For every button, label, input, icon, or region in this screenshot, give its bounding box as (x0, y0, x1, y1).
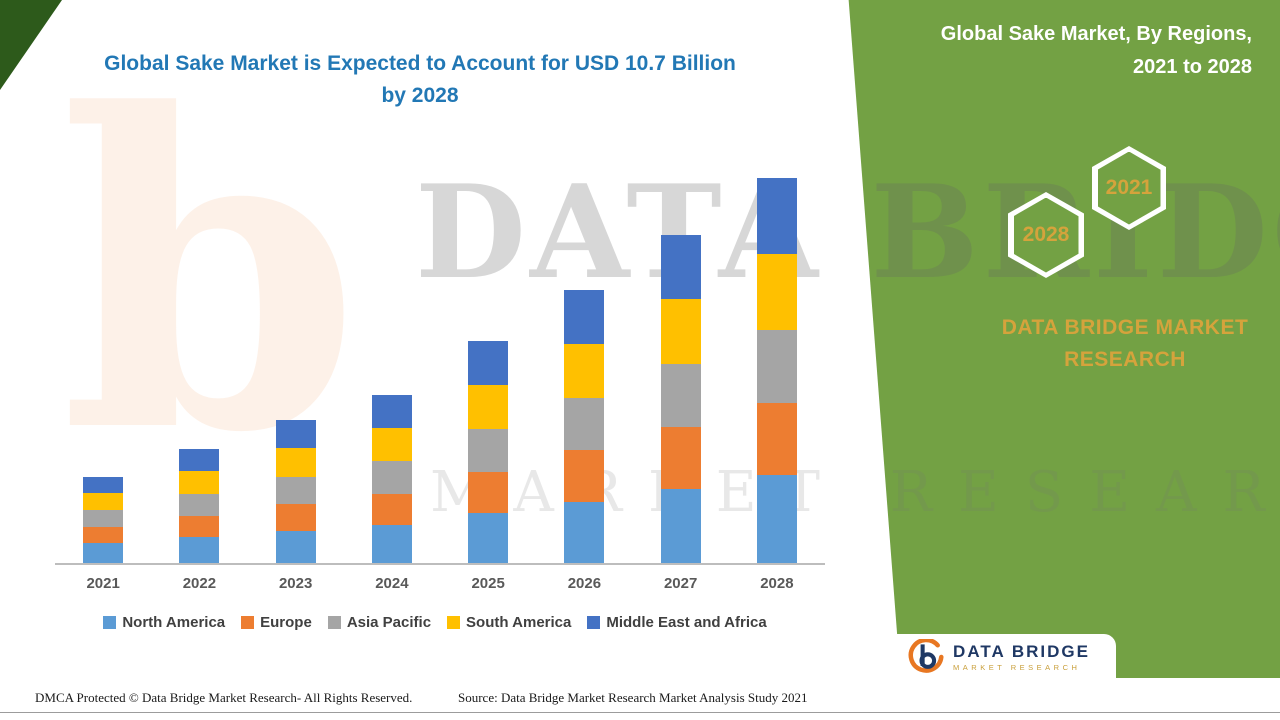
bar-2026 (564, 290, 605, 563)
segment-north-america-2021 (83, 543, 124, 563)
segment-middle-east-and-africa-2025 (468, 341, 509, 385)
legend-label-asia-pacific: Asia Pacific (346, 614, 432, 631)
segment-south-america-2027 (660, 299, 701, 365)
side-panel-heading: Global Sake Market, By Regions, 2021 to … (872, 18, 1252, 84)
stacked-bar-chart: 2021 2022 2023 2024 2025 2026 2027 2028 (55, 158, 825, 592)
segment-europe-2027 (660, 427, 701, 490)
bar-2023 (275, 420, 316, 563)
segment-europe-2026 (564, 450, 605, 502)
segment-asia-pacific-2023 (275, 476, 316, 505)
hexagon-2028-label: 2028 (1022, 223, 1070, 246)
segment-south-america-2026 (564, 344, 605, 399)
logo-subtext: MARKET RESEARCH (953, 663, 1081, 672)
segment-north-america-2023 (275, 531, 316, 563)
bar-2025 (468, 341, 509, 563)
source-text: Source: Data Bridge Market Research Mark… (458, 690, 808, 705)
side-panel-brand-line2: RESEARCH (1064, 348, 1186, 371)
logo-wordmark: DATA BRIDGE (953, 642, 1090, 661)
segment-north-america-2027 (660, 489, 701, 563)
side-panel-heading-line1: Global Sake Market, By Regions, (940, 23, 1252, 45)
segment-south-america-2022 (179, 470, 220, 494)
legend-item-south-america: South America (447, 614, 571, 631)
x-axis-label-2021: 2021 (86, 575, 120, 592)
chart-title: Global Sake Market is Expected to Accoun… (40, 48, 800, 112)
segment-middle-east-and-africa-2022 (179, 448, 220, 471)
segment-europe-2022 (179, 515, 220, 538)
segment-europe-2024 (371, 493, 412, 526)
legend-swatch-middle-east-and-africa (587, 616, 601, 629)
segment-south-america-2025 (468, 384, 509, 430)
x-axis-label-2028: 2028 (760, 575, 794, 592)
legend-item-middle-east-and-africa: Middle East and Africa (587, 614, 767, 631)
segment-middle-east-and-africa-2021 (83, 476, 124, 494)
chart-title-line1: Global Sake Market is Expected to Accoun… (104, 52, 736, 75)
side-panel-brand: DATA BRIDGE MARKET RESEARCH (960, 312, 1280, 376)
segment-asia-pacific-2025 (468, 429, 509, 472)
segment-asia-pacific-2027 (660, 364, 701, 428)
hexagon-2021: 2021 (1092, 146, 1166, 230)
segment-middle-east-and-africa-2023 (275, 420, 316, 449)
legend-swatch-europe (241, 616, 255, 629)
segment-north-america-2024 (371, 525, 412, 563)
segment-south-america-2023 (275, 448, 316, 477)
bar-2024 (371, 394, 412, 563)
segment-asia-pacific-2021 (83, 510, 124, 528)
footer: DMCA Protected © Data Bridge Market Rese… (0, 678, 1280, 720)
legend-label-south-america: South America (466, 614, 572, 631)
segment-north-america-2022 (179, 537, 220, 563)
bar-2021 (83, 476, 124, 563)
x-axis-label-2025: 2025 (471, 575, 505, 592)
dmca-text: DMCA Protected © Data Bridge Market Rese… (35, 690, 413, 705)
legend-label-north-america: North America (122, 614, 226, 631)
bar-2028 (756, 178, 797, 563)
chart-legend: North America Europe Asia Pacific South Ame… (40, 614, 830, 631)
segment-asia-pacific-2022 (179, 493, 220, 516)
bar-2022 (179, 448, 220, 563)
segment-middle-east-and-africa-2024 (371, 394, 412, 428)
chart-title-line2: by 2028 (381, 84, 459, 107)
legend-item-north-america: North America (103, 614, 225, 631)
segment-middle-east-and-africa-2026 (564, 290, 605, 345)
segment-south-america-2021 (83, 493, 124, 511)
hexagon-2021-label: 2021 (1105, 176, 1153, 199)
side-panel-brand-line1: DATA BRIDGE MARKET (1001, 316, 1249, 339)
bars-area (55, 158, 825, 565)
legend-swatch-south-america (447, 616, 461, 629)
segment-middle-east-and-africa-2027 (660, 235, 701, 300)
legend-swatch-north-america (103, 616, 117, 629)
logo-panel: DATA BRIDGE MARKET RESEARCH (882, 634, 1116, 680)
legend-item-europe: Europe (241, 614, 312, 631)
segment-europe-2021 (83, 527, 124, 544)
data-bridge-logo-icon (908, 639, 944, 673)
segment-europe-2028 (756, 402, 797, 475)
segment-north-america-2025 (468, 513, 509, 563)
side-panel-heading-line2: 2021 to 2028 (1133, 56, 1252, 78)
hexagon-2021-inner: 2021 (1097, 151, 1161, 225)
hexagon-2028-inner: 2028 (1013, 197, 1079, 273)
x-axis-label-2027: 2027 (663, 575, 698, 592)
segment-europe-2025 (468, 471, 509, 514)
legend-label-middle-east-and-africa: Middle East and Africa (606, 614, 767, 631)
segment-asia-pacific-2026 (564, 398, 605, 451)
segment-south-america-2024 (371, 427, 412, 462)
legend-item-asia-pacific: Asia Pacific (327, 614, 432, 631)
x-axis-label-2022: 2022 (182, 575, 217, 592)
segment-asia-pacific-2024 (371, 461, 412, 494)
segment-europe-2023 (275, 504, 316, 532)
x-axis-label-2026: 2026 (567, 575, 602, 592)
logo-text-block: DATA BRIDGE MARKET RESEARCH (953, 642, 1090, 672)
segment-south-america-2028 (756, 253, 797, 330)
segment-north-america-2026 (564, 501, 605, 563)
x-axis-label-2024: 2024 (375, 575, 409, 592)
x-axis-labels: 2021 2022 2023 2024 2025 2026 2027 2028 (55, 565, 825, 592)
legend-swatch-asia-pacific (327, 616, 341, 629)
segment-middle-east-and-africa-2028 (756, 178, 797, 254)
segment-north-america-2028 (756, 474, 797, 563)
footer-divider (0, 712, 1280, 713)
bar-2027 (660, 235, 701, 563)
legend-label-europe: Europe (260, 614, 312, 631)
segment-asia-pacific-2028 (756, 329, 797, 403)
x-axis-label-2023: 2023 (278, 575, 313, 592)
